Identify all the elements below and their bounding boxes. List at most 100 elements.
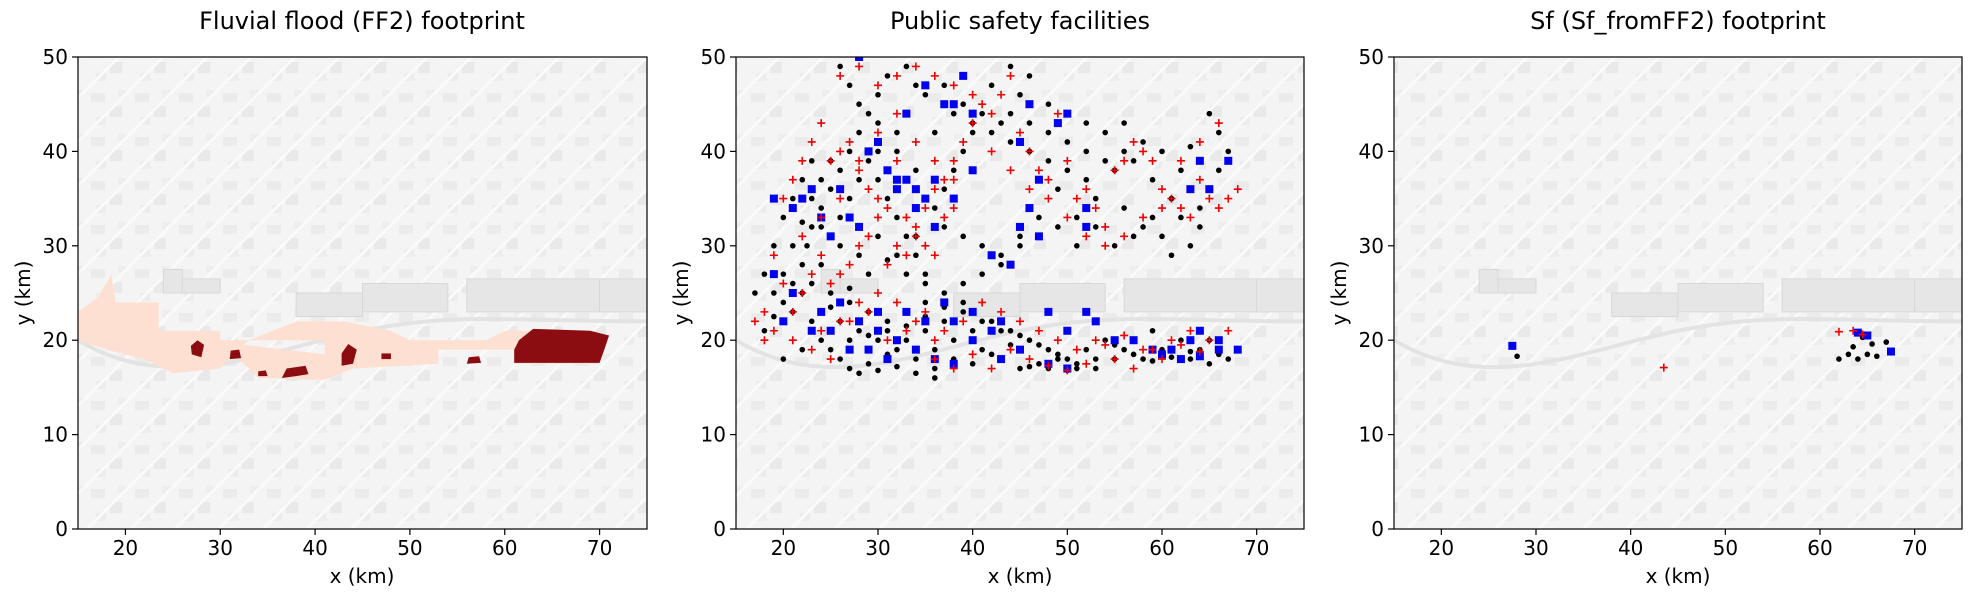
facility-plus bbox=[968, 119, 977, 128]
facility-dot bbox=[884, 73, 891, 79]
facility-plus bbox=[798, 289, 807, 297]
facility-plus bbox=[1044, 175, 1053, 184]
facility-dot bbox=[1149, 214, 1156, 221]
river-line bbox=[736, 316, 1304, 370]
facility-dot bbox=[932, 346, 938, 353]
facility-square bbox=[892, 336, 901, 345]
facility-square bbox=[1214, 336, 1223, 345]
facility-plus bbox=[1025, 147, 1034, 156]
facility-dot bbox=[894, 129, 900, 136]
facility-plus bbox=[892, 156, 901, 165]
facility-dot bbox=[875, 91, 881, 98]
facility-plus bbox=[1044, 361, 1053, 370]
facility-dot bbox=[1102, 337, 1108, 344]
facility-dot bbox=[894, 148, 900, 155]
y-tick-label: 30 bbox=[701, 234, 726, 258]
facility-dot bbox=[799, 176, 806, 183]
facility-square bbox=[968, 166, 977, 175]
facility-dot bbox=[837, 167, 843, 174]
facility-square bbox=[997, 355, 1006, 364]
facility-square bbox=[798, 194, 807, 203]
facility-plus bbox=[997, 90, 1006, 99]
facility-dot bbox=[1216, 167, 1222, 174]
facility-square bbox=[836, 185, 845, 194]
facility-dot bbox=[932, 205, 938, 211]
flood-region-deep bbox=[258, 370, 268, 377]
facility-square bbox=[911, 204, 920, 213]
facility-dot bbox=[979, 110, 985, 117]
facility-dot bbox=[856, 252, 862, 259]
facility-plus bbox=[874, 289, 882, 297]
facility-dot bbox=[1140, 224, 1146, 230]
facility-plus bbox=[836, 147, 845, 156]
facility-square bbox=[1034, 175, 1043, 184]
facility-plus bbox=[921, 241, 930, 250]
facility-square bbox=[1025, 100, 1034, 109]
facility-plus bbox=[760, 336, 769, 345]
facility-square bbox=[1063, 326, 1072, 335]
facility-plus bbox=[949, 156, 958, 165]
facility-dot bbox=[988, 82, 995, 89]
facility-dot bbox=[1121, 120, 1127, 126]
facility-dot bbox=[894, 214, 900, 221]
facility-dot bbox=[780, 299, 787, 306]
facility-plus bbox=[1053, 109, 1062, 118]
facility-square bbox=[855, 57, 864, 61]
facility-square bbox=[1167, 345, 1176, 354]
y-tick-label: 0 bbox=[55, 517, 68, 541]
facility-dot bbox=[799, 219, 806, 225]
urban-block bbox=[839, 278, 879, 294]
facility-plus bbox=[1101, 241, 1110, 250]
flood-region-deep bbox=[514, 328, 610, 363]
facility-dot bbox=[1869, 341, 1875, 347]
facility-plus bbox=[1186, 326, 1195, 335]
facility-dot bbox=[979, 318, 985, 325]
facility-dot bbox=[1055, 186, 1061, 192]
facility-plus bbox=[836, 194, 845, 203]
facility-dot bbox=[998, 252, 1004, 259]
facility-plus bbox=[1110, 166, 1119, 175]
y-axis-label: y (km) bbox=[11, 261, 35, 326]
facility-dot bbox=[808, 318, 815, 325]
facility-plus bbox=[902, 326, 911, 335]
facility-square bbox=[892, 175, 901, 184]
panel-sf-footprint: Sf (Sf_fromFF2) footprint 20 30 40 50 60 70 0… bbox=[1327, 7, 1963, 588]
facility-dot bbox=[1845, 351, 1852, 358]
river-band bbox=[1394, 268, 1962, 370]
facility-dot bbox=[941, 290, 948, 296]
facility-square bbox=[864, 345, 873, 354]
facility-dot bbox=[979, 243, 985, 249]
facility-square bbox=[987, 326, 996, 335]
facility-dot bbox=[1017, 332, 1023, 339]
facility-plus bbox=[788, 336, 797, 345]
facility-dot bbox=[865, 271, 872, 277]
facility-square bbox=[1129, 336, 1138, 345]
facility-dot bbox=[808, 280, 815, 287]
facility-dot bbox=[846, 82, 853, 89]
facility-square bbox=[788, 204, 797, 213]
facility-plus bbox=[1063, 156, 1072, 165]
x-axis-label: x (km) bbox=[330, 564, 395, 588]
facility-plus bbox=[940, 326, 949, 335]
facility-plus bbox=[1205, 336, 1214, 345]
y-axis: 0 10 20 30 40 50 bbox=[1359, 45, 1394, 541]
facility-dot bbox=[1168, 354, 1175, 360]
facility-dot bbox=[1178, 167, 1184, 174]
facility-plus bbox=[940, 213, 949, 222]
facility-dot bbox=[988, 129, 995, 136]
facility-square bbox=[883, 355, 892, 364]
facility-dot bbox=[799, 261, 806, 268]
facility-dot bbox=[808, 224, 815, 230]
facility-dot bbox=[846, 195, 853, 202]
facility-dot bbox=[790, 280, 796, 287]
facility-square bbox=[1186, 336, 1195, 345]
facility-dot bbox=[1074, 243, 1080, 249]
facility-dot bbox=[998, 261, 1004, 268]
facility-square bbox=[968, 109, 977, 118]
facility-dot bbox=[1026, 337, 1033, 344]
facility-plus bbox=[807, 270, 816, 279]
facility-square bbox=[1224, 156, 1233, 165]
facility-dot bbox=[941, 224, 948, 230]
facility-square bbox=[769, 270, 778, 279]
x-tick-label: 60 bbox=[1807, 536, 1832, 560]
